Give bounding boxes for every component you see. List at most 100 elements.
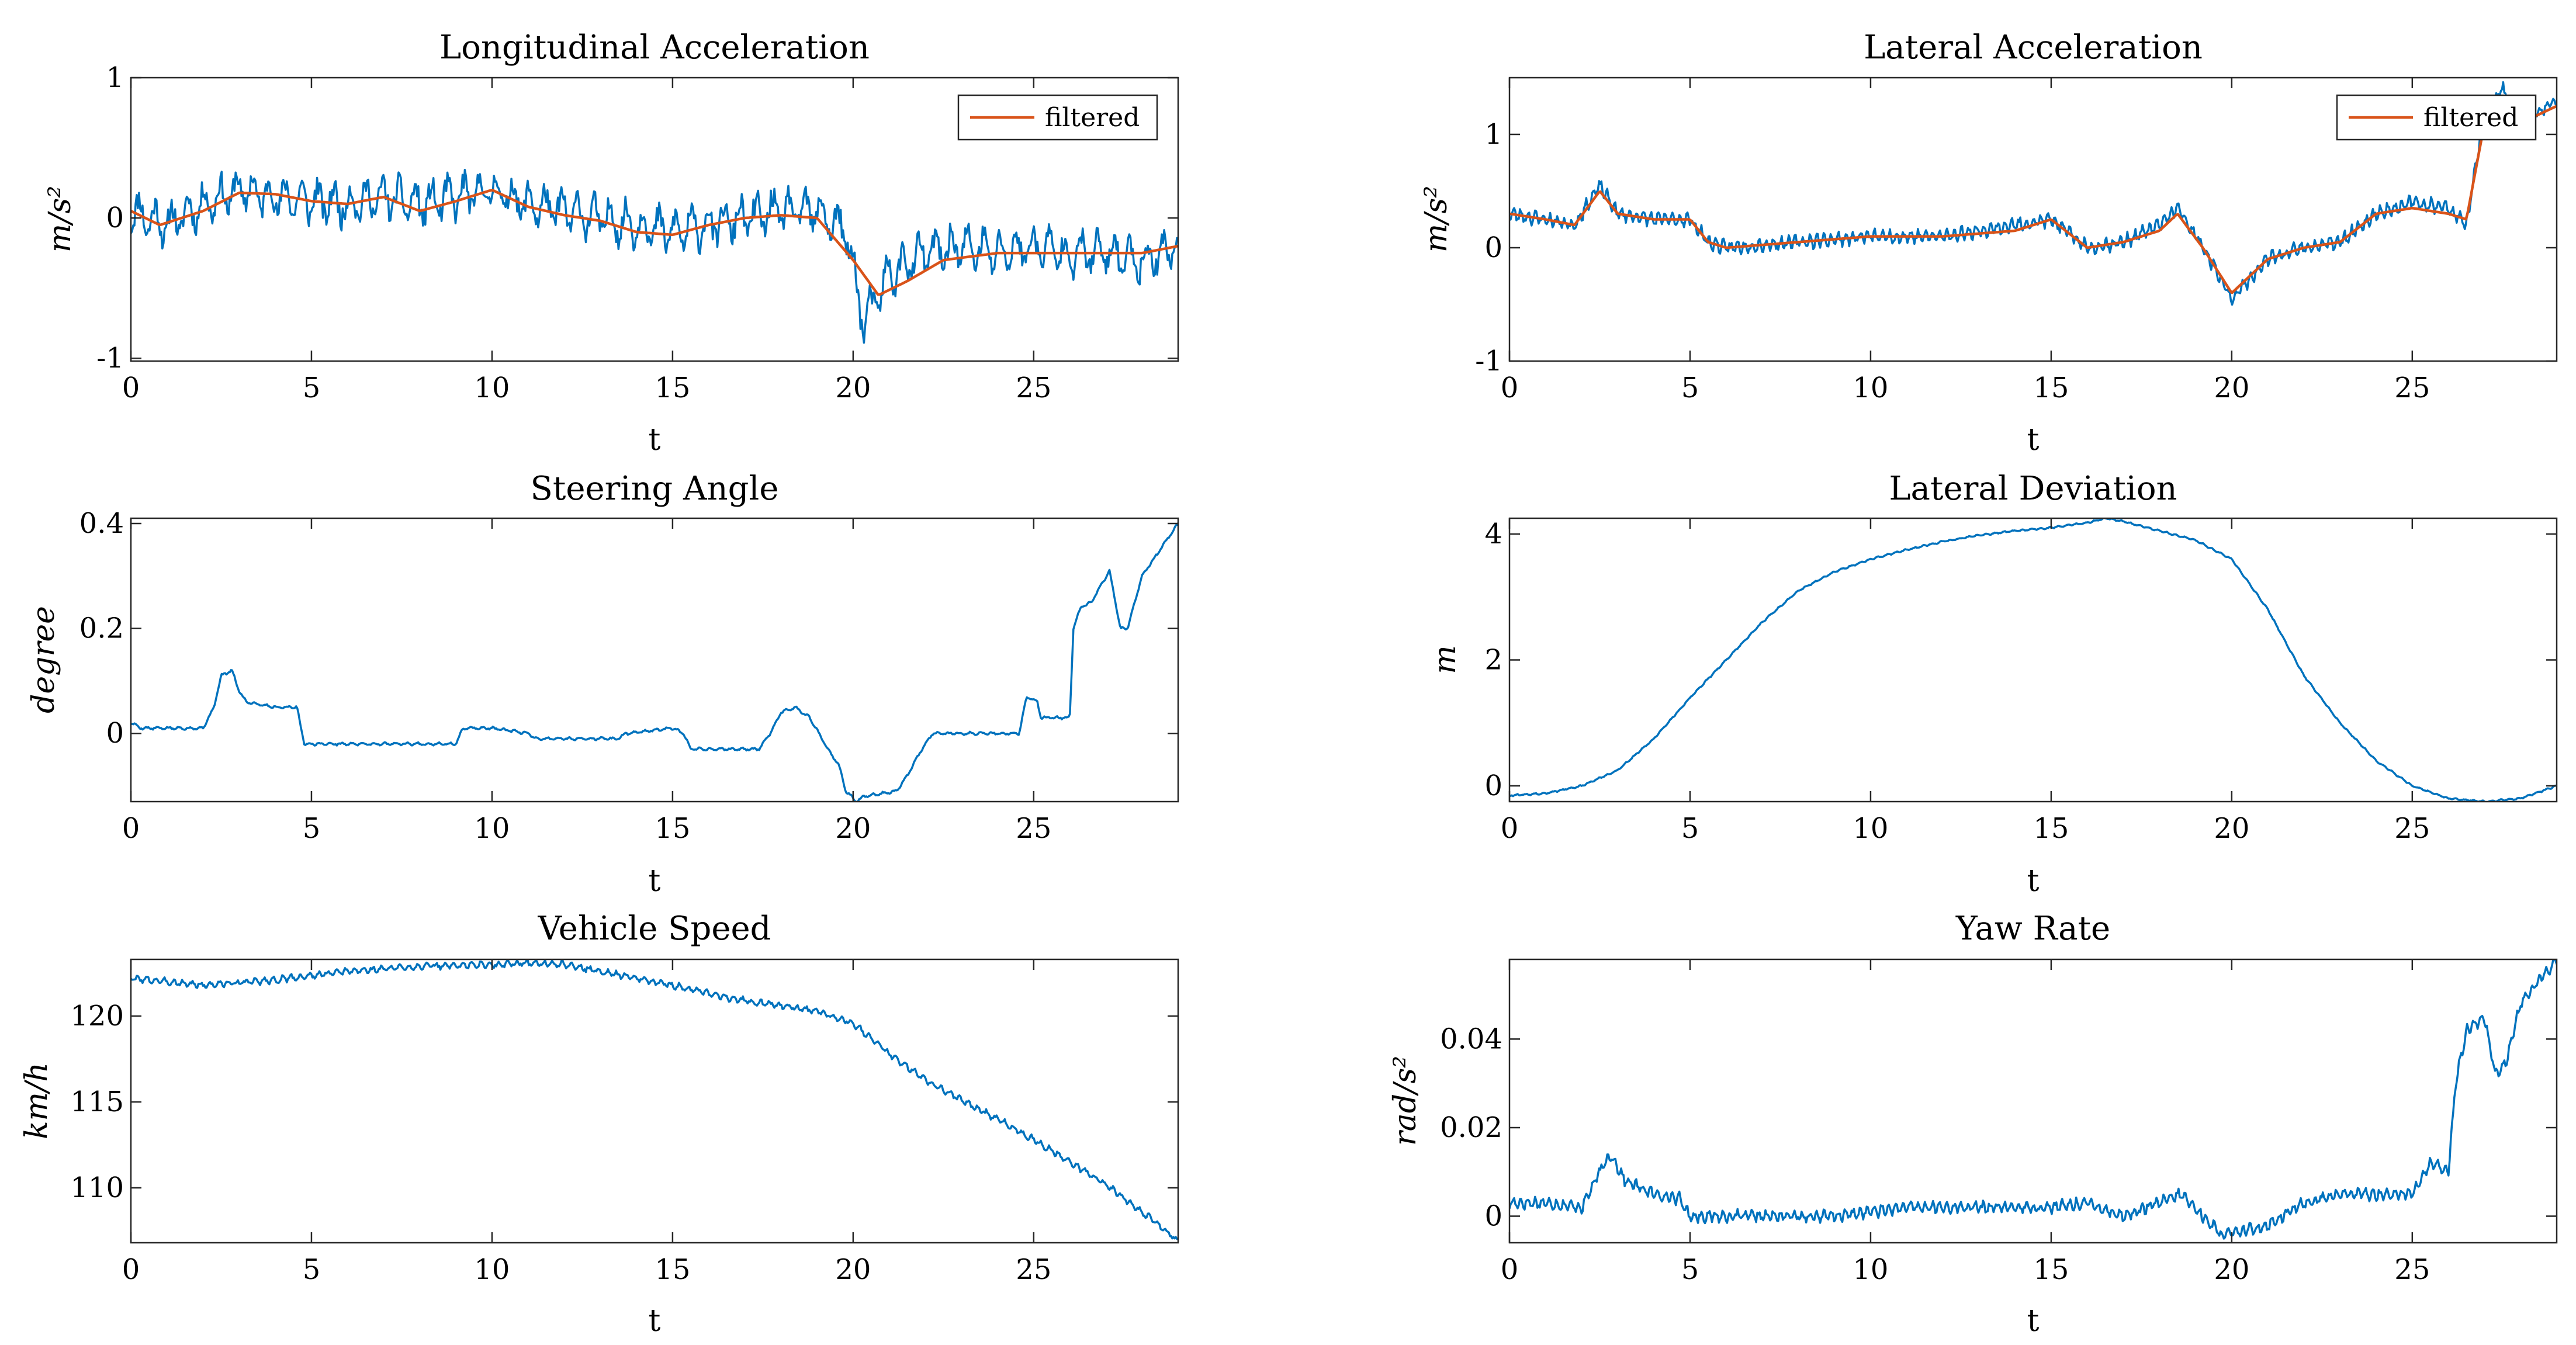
series-group [1509,959,2557,1240]
x-axis-label: t [649,864,661,899]
x-tick-label: 5 [303,372,321,404]
x-tick-label: 0 [122,812,140,845]
y-tick-label: 0 [106,202,124,234]
y-axis-label: degree [26,606,61,713]
series-line-raw [131,959,1178,1240]
x-tick-label: 0 [122,1253,140,1286]
x-tick-label: 25 [2394,812,2430,845]
x-tick-label: 20 [2214,1253,2249,1286]
x-axis-label: t [2027,422,2040,457]
x-tick-label: 10 [474,372,510,404]
series-line-filtered [131,188,1178,296]
x-tick-label: 10 [474,812,510,845]
y-tick-label: 0.04 [1440,1022,1502,1055]
panel-longitudinal-acceleration: Longitudinal Acceleration t m/s² 0 5 10 15 2… [43,29,1179,457]
y-tick-label: 2 [1484,644,1502,677]
x-tick-label: 10 [1853,372,1888,404]
series-line-raw [131,168,1178,344]
chart-title: Vehicle Speed [538,910,771,948]
x-tick-label: 25 [2394,372,2430,404]
y-tick-label: 1 [106,61,124,94]
y-axis-label: m/s² [43,186,78,252]
x-tick-label: 5 [1681,372,1699,404]
x-tick-label: 20 [835,812,871,845]
x-tick-label: 20 [2214,812,2249,845]
axes-box [130,77,1179,362]
axes-box [130,958,1179,1244]
series-line-raw [1509,518,2557,802]
y-tick-label: 0 [1484,231,1502,264]
y-tick-label: 120 [70,1000,124,1032]
x-tick-label: 15 [655,372,690,404]
y-tick-label: 0.4 [79,507,124,540]
series-line-filtered [1509,105,2557,294]
x-tick-label: 15 [655,1253,690,1286]
chart-title: Lateral Acceleration [1864,29,2203,67]
y-tick-label: 0 [1484,769,1502,802]
axes-box [1508,77,2558,362]
x-tick-label: 15 [2033,372,2069,404]
chart-title: Yaw Rate [1955,910,2110,948]
x-tick-label: 10 [1853,812,1888,845]
y-tick-label: 0.02 [1440,1111,1502,1144]
x-tick-label: 20 [835,372,871,404]
y-tick-label: -1 [96,342,124,375]
y-tick-label: 110 [70,1171,124,1204]
y-axis-label: km/h [19,1062,54,1139]
y-tick-label: 115 [70,1086,124,1118]
series-group [131,959,1178,1240]
x-tick-label: 5 [1681,1253,1699,1286]
series-group [1509,81,2557,306]
panel-lateral-deviation: Lateral Deviation t m 0 5 10 15 20 25 0 2 4 [1428,470,2558,899]
y-axis-label: m/s² [1419,186,1454,252]
series-group [131,168,1178,344]
x-axis-label: t [649,422,661,457]
x-axis-label: t [2027,1304,2040,1339]
legend: filtered [957,94,1158,141]
chart-title: Steering Angle [531,470,779,508]
x-tick-label: 5 [1681,812,1699,845]
panel-steering-angle: Steering Angle t degree 0 5 10 15 20 25 0 0.2 0.… [26,470,1179,899]
series-group [1509,518,2557,802]
x-tick-label: 0 [1501,372,1519,404]
chart-title: Longitudinal Acceleration [439,29,870,67]
x-tick-label: 15 [2033,812,2069,845]
panel-yaw-rate: Yaw Rate t rad/s² 0 5 10 15 20 25 0 0.02 0.04 [1388,910,2558,1339]
legend-label: filtered [1045,103,1140,133]
chart-title: Lateral Deviation [1889,470,2177,508]
y-tick-label: 0.2 [79,612,124,645]
x-tick-label: 25 [1016,372,1051,404]
x-tick-label: 20 [835,1253,871,1286]
x-tick-label: 0 [1501,812,1519,845]
y-tick-label: -1 [1475,345,1502,377]
x-axis-label: t [649,1304,661,1339]
y-tick-label: 0 [1484,1200,1502,1233]
y-axis-label: rad/s² [1388,1056,1423,1146]
legend: filtered [2336,94,2537,141]
x-tick-label: 0 [1501,1253,1519,1286]
x-tick-label: 5 [303,1253,321,1286]
x-tick-label: 20 [2214,372,2249,404]
x-tick-label: 10 [474,1253,510,1286]
y-axis-label: m [1428,645,1463,674]
y-tick-label: 1 [1484,118,1502,151]
series-line-raw [131,522,1178,802]
panel-lateral-acceleration: Lateral Acceleration t m/s² 0 5 10 15 20 25-1… [1419,29,2558,457]
series-group [131,522,1178,802]
series-line-raw [1509,959,2557,1240]
x-axis-label: t [2027,864,2040,899]
x-tick-label: 15 [2033,1253,2069,1286]
axes-box [1508,517,2558,803]
x-tick-label: 15 [655,812,690,845]
x-tick-label: 10 [1853,1253,1888,1286]
x-tick-label: 0 [122,372,140,404]
x-tick-label: 25 [1016,1253,1051,1286]
x-tick-label: 25 [2394,1253,2430,1286]
y-tick-label: 0 [106,717,124,750]
y-tick-label: 4 [1484,518,1502,550]
axes-box [130,517,1179,803]
x-tick-label: 5 [303,812,321,845]
x-tick-label: 25 [1016,812,1051,845]
legend-label: filtered [2423,103,2518,133]
